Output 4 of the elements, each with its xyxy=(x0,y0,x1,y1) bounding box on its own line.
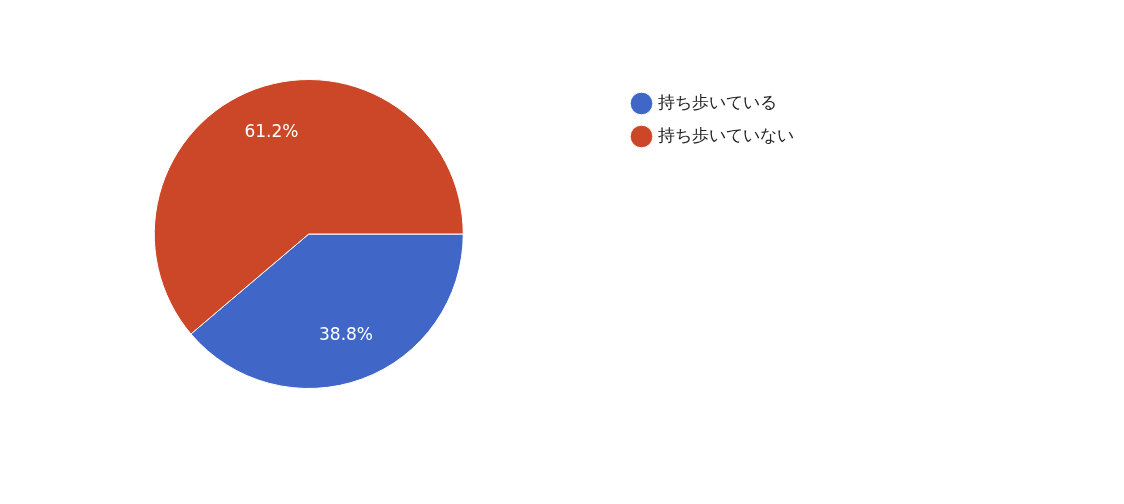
data-label: 61.2% xyxy=(244,120,299,141)
legend-label: 持ち歩いていない xyxy=(658,124,794,145)
data-label: 38.8% xyxy=(319,323,374,344)
legend-label: 持ち歩いている xyxy=(658,91,777,112)
